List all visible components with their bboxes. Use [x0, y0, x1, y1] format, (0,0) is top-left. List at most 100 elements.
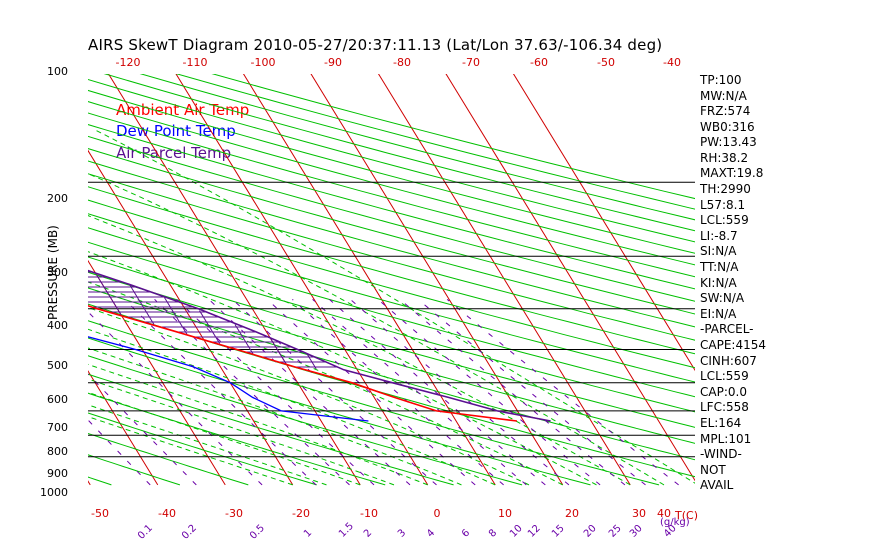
cape-hatch-line — [88, 303, 89, 306]
top-temp-tick: -100 — [250, 56, 276, 69]
index-cap: CAP:0.0 — [700, 385, 747, 399]
mixing-ratio-line — [88, 373, 197, 486]
mixing-ratio-line — [266, 299, 476, 486]
isotherm-line — [88, 149, 294, 486]
index-cinh: CINH:607 — [700, 354, 757, 368]
index-pw: PW:13.43 — [700, 135, 757, 149]
dry-adiabat-line — [88, 355, 523, 486]
index-maxt: MAXT:19.8 — [700, 166, 764, 180]
index-el: EL:164 — [700, 416, 742, 430]
isotherm-line — [175, 74, 429, 486]
index-parcel-lcl: LCL:559 — [700, 369, 749, 383]
top-temp-tick: -90 — [324, 56, 342, 69]
top-temp-tick: -60 — [530, 56, 548, 69]
mixing-ratio-line — [154, 299, 350, 486]
pressure-tick: 200 — [47, 192, 68, 205]
moist-adiabat-line — [88, 281, 563, 486]
dry-adiabat-line — [88, 148, 695, 315]
index-lcl: LCL:559 — [700, 213, 749, 227]
mixing-ratio-line — [329, 299, 546, 486]
moist-adiabat-line — [88, 307, 530, 486]
bottom-temp-tick: -30 — [225, 507, 243, 520]
cape-hatch-line — [270, 338, 287, 364]
mixing-ratio-line — [292, 299, 504, 486]
bottom-temp-tick: -20 — [292, 507, 310, 520]
bottom-temp-unit: T(C) — [675, 509, 698, 522]
pressure-tick: 400 — [47, 319, 68, 332]
index-li: LI:-8.7 — [700, 229, 738, 243]
pressure-tick: 300 — [47, 266, 68, 279]
mixing-ratio-line — [232, 299, 437, 486]
cape-hatch-line — [199, 310, 221, 344]
bottom-temp-tick: 20 — [565, 507, 579, 520]
bottom-temp-tick: 40 — [657, 507, 671, 520]
dry-adiabat-line — [88, 135, 695, 302]
index-lfc: LFC:558 — [700, 400, 749, 414]
dry-adiabat-line — [88, 112, 695, 278]
mixing-ratio-line — [88, 419, 151, 486]
isotherm-line — [0, 56, 23, 485]
cape-hatch-line — [129, 285, 155, 325]
bottom-temp-tick: 10 — [498, 507, 512, 520]
cape-hatch-line — [234, 324, 254, 355]
dry-adiabat-line — [0, 56, 43, 485]
top-temp-tick: -40 — [663, 56, 681, 69]
bottom-temp-tick: 30 — [632, 507, 646, 520]
index-wb0: WB0:316 — [700, 120, 755, 134]
dry-adiabat-line — [88, 287, 695, 461]
index-ki: KI:N/A — [700, 276, 737, 290]
dry-adiabat-line — [88, 173, 695, 341]
top-temp-tick: -120 — [115, 56, 141, 69]
dry-adiabat-line — [88, 78, 695, 243]
isotherm-line — [88, 480, 91, 486]
dry-adiabat-line — [103, 74, 695, 232]
dry-adiabat-line — [88, 412, 317, 486]
isotherm-line — [512, 74, 695, 372]
mixing-ratio-line — [446, 299, 679, 486]
dry-adiabat-line — [88, 124, 695, 290]
dry-adiabat-line — [88, 320, 660, 486]
dry-adiabat-line — [88, 160, 695, 328]
dry-adiabat-line — [88, 432, 249, 486]
index-mw: MW:N/A — [700, 89, 747, 103]
mixing-ratio-line — [350, 299, 570, 486]
pressure-tick: 800 — [47, 445, 68, 458]
index-wind-avail: AVAIL — [700, 478, 734, 492]
index-th: TH:2990 — [700, 182, 751, 196]
index-mpl: MPL:101 — [700, 432, 752, 446]
dry-adiabat-line — [88, 227, 695, 398]
top-temp-tick: -80 — [393, 56, 411, 69]
moist-adiabat-line — [88, 251, 597, 486]
index-ei: EI:N/A — [700, 307, 737, 321]
cape-hatch-line — [30, 254, 56, 296]
mixing-ratio-line — [377, 299, 601, 486]
mixing-ratio-line — [312, 299, 527, 486]
dry-adiabat-line — [88, 476, 112, 486]
dry-adiabat-line — [88, 89, 695, 254]
index-tp: TP:100 — [700, 73, 742, 87]
mixing-ratio-line — [208, 299, 411, 486]
index-wind-not: NOT — [700, 463, 726, 477]
index-rh: RH:38.2 — [700, 151, 749, 165]
index-cape: CAPE:4154 — [700, 338, 766, 352]
pressure-tick: 900 — [47, 467, 68, 480]
index-wind-header: -WIND- — [700, 447, 742, 461]
top-temp-tick: -110 — [182, 56, 208, 69]
pressure-tick: 1000 — [40, 486, 68, 499]
pressure-tick: 500 — [47, 359, 68, 372]
bottom-temp-tick: -40 — [158, 507, 176, 520]
dewpoint-profile — [88, 336, 369, 422]
dry-adiabat-line — [88, 241, 695, 413]
bottom-temp-tick: -50 — [91, 507, 109, 520]
dry-adiabat-line — [88, 271, 695, 444]
cape-hatch-line — [164, 297, 188, 335]
mixing-ratio-line — [417, 299, 646, 486]
dry-adiabat-line — [88, 337, 591, 486]
cape-hatch-line — [306, 353, 317, 370]
mixing-ratio-line — [399, 299, 626, 486]
index-sw: SW:N/A — [700, 291, 745, 305]
dry-adiabat-line — [88, 256, 695, 428]
pressure-tick: 700 — [47, 421, 68, 434]
mixing-ratio-line — [176, 299, 375, 486]
